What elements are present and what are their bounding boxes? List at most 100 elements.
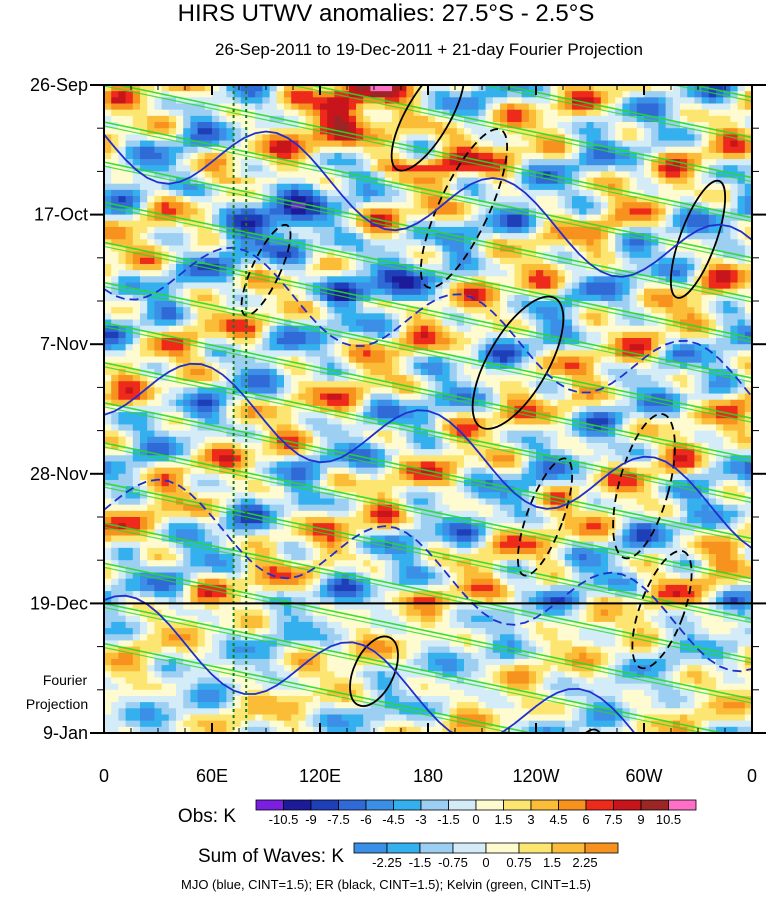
heat-cell	[708, 177, 717, 185]
heat-cell	[536, 412, 544, 419]
heat-cell	[363, 165, 371, 172]
heat-cell	[442, 103, 451, 111]
heat-cell	[744, 115, 752, 123]
heat-cell	[420, 288, 429, 296]
heat-cell	[140, 307, 148, 314]
heat-cell	[125, 356, 134, 364]
heat-cell	[111, 189, 119, 197]
heat-cell	[298, 301, 307, 308]
heat-cell	[672, 196, 681, 203]
heat-cell	[536, 85, 544, 92]
heat-cell	[687, 276, 695, 284]
heat-cell	[132, 202, 141, 210]
heat-cell	[399, 152, 407, 160]
heat-cell	[449, 319, 458, 327]
heat-cell	[485, 171, 494, 179]
heat-cell	[744, 263, 752, 271]
heat-cell	[478, 128, 487, 135]
heat-cell	[449, 387, 458, 395]
heat-cell	[557, 177, 566, 185]
heat-cell	[147, 387, 155, 395]
heat-cell	[154, 202, 163, 210]
heat-cell	[730, 146, 739, 154]
heat-cell	[284, 301, 292, 308]
heat-cell	[111, 319, 119, 327]
heat-cell	[572, 171, 580, 179]
heat-cell	[147, 214, 155, 222]
heat-cell	[154, 399, 163, 407]
heat-cell	[579, 251, 587, 259]
heat-cell	[586, 375, 595, 382]
heat-cell	[420, 208, 429, 216]
heat-cell	[485, 288, 494, 296]
heat-cell	[435, 146, 443, 154]
heat-cell	[154, 325, 163, 333]
heat-cell	[348, 381, 357, 388]
heat-cell	[348, 399, 357, 407]
heat-cell	[104, 387, 112, 395]
heat-cell	[622, 109, 631, 117]
heat-cell	[521, 313, 530, 321]
heat-cell	[190, 399, 199, 407]
heat-cell	[377, 103, 386, 111]
heat-cell	[435, 165, 443, 172]
heat-cell	[269, 251, 278, 259]
heat-cell	[593, 245, 602, 253]
heat-cell	[327, 399, 335, 407]
heat-cell	[377, 375, 386, 382]
heat-cell	[312, 122, 321, 129]
heat-cell	[291, 301, 299, 308]
heat-cell	[276, 214, 285, 222]
heat-cell	[658, 393, 667, 401]
heat-cell	[212, 325, 220, 333]
heat-cell	[125, 412, 134, 419]
heat-cell	[744, 319, 752, 327]
heat-cell	[161, 245, 170, 253]
heat-cell	[305, 171, 314, 179]
heat-cell	[442, 134, 451, 142]
heat-cell	[132, 251, 141, 259]
heat-cell	[248, 226, 256, 234]
heat-cell	[226, 202, 235, 210]
heat-cell	[744, 128, 752, 135]
heat-cell	[197, 288, 206, 296]
heat-cell	[204, 208, 213, 216]
heat-cell	[586, 171, 595, 179]
heat-cell	[665, 171, 674, 179]
heat-cell	[132, 263, 141, 271]
heat-cell	[464, 294, 472, 302]
heat-cell	[276, 226, 285, 234]
heat-cell	[492, 387, 501, 395]
heat-cell	[744, 183, 752, 191]
heat-cell	[111, 171, 119, 179]
heat-cell	[500, 103, 508, 111]
heat-cell	[334, 338, 343, 345]
heat-cell	[370, 115, 379, 123]
heat-cell	[341, 109, 350, 117]
heat-cell	[514, 387, 523, 395]
heat-cell	[197, 251, 206, 259]
heat-cell	[132, 344, 141, 351]
heat-cell	[168, 393, 177, 401]
heat-cell	[118, 338, 127, 345]
heat-cell	[442, 233, 451, 240]
heat-cell	[564, 177, 573, 185]
heat-cell	[608, 208, 616, 216]
heat-cell	[118, 393, 127, 401]
heat-cell	[442, 368, 451, 376]
heat-cell	[687, 387, 695, 395]
heat-cell	[190, 134, 199, 142]
heat-cell	[723, 233, 731, 240]
heat-cell	[456, 97, 465, 105]
heat-cell	[708, 412, 717, 419]
heat-cell	[730, 270, 739, 277]
heat-cell	[111, 393, 119, 401]
heat-cell	[154, 307, 163, 314]
heat-cell	[543, 418, 551, 426]
heat-cell	[478, 251, 487, 259]
heat-cell	[312, 307, 321, 314]
heat-cell	[298, 177, 307, 185]
heat-cell	[600, 85, 609, 92]
heat-cell	[370, 152, 379, 160]
